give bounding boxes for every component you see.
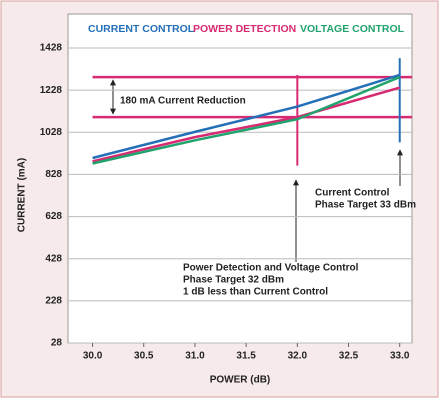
annotation: Phase Target 32 dBm [183,275,284,286]
legend-label: CURRENT CONTROL [88,23,195,35]
y-tick-label: 1228 [40,85,63,96]
annotation: Power Detection and Voltage Control [183,263,359,274]
y-tick-label: 828 [45,169,62,180]
x-tick-label: 31.0 [185,351,205,362]
series-line [92,86,401,163]
annotation: 180 mA Current Reduction [120,96,246,107]
plot-area [67,13,413,344]
y-tick-label: 1428 [40,43,63,54]
series-line [92,73,401,160]
x-tick-label: 32.5 [339,351,359,362]
x-axis-label: POWER (dB) [210,375,271,386]
annotation: Current Control [315,188,390,199]
y-tick-label: 428 [45,253,62,264]
x-tick-label: 30.0 [83,351,103,362]
y-axis-label: CURRENT (mA) [17,158,28,232]
series-line [92,75,401,165]
legend-label: POWER DETECTION [193,23,296,35]
x-tick-label: 31.5 [236,351,256,362]
x-tick-label: 30.5 [134,351,154,362]
y-tick-label: 28 [51,338,63,349]
annotation: Phase Target 33 dBm [315,200,416,211]
y-tick-label: 228 [45,295,62,306]
legend-label: VOLTAGE CONTROL [300,23,405,35]
annotation: 1 dB less than Current Control [183,287,328,298]
y-tick-label: 1028 [40,127,63,138]
y-tick-label: 628 [45,211,62,222]
x-tick-label: 33.0 [390,351,410,362]
x-tick-label: 32.0 [288,351,308,362]
